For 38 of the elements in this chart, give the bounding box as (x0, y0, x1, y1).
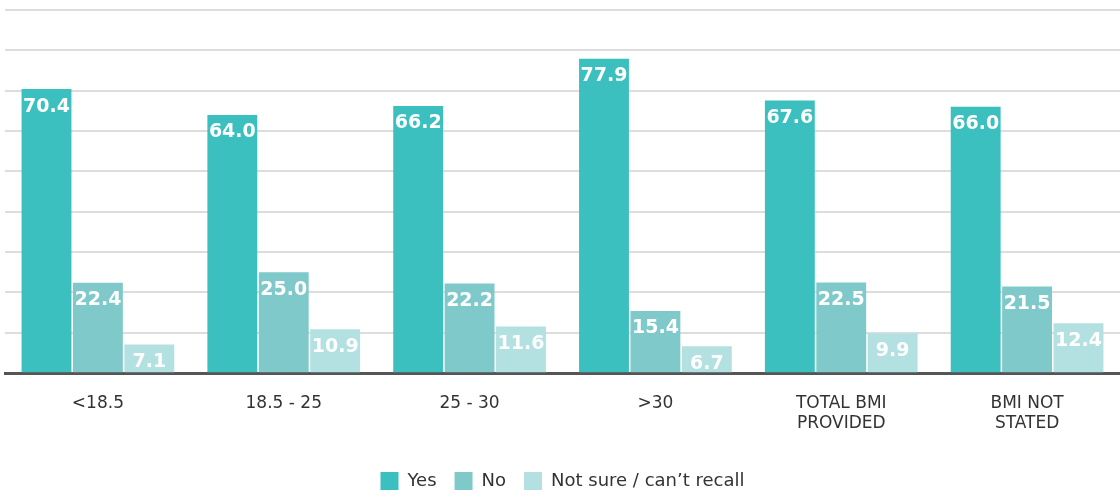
data-label: 77.9 (580, 63, 628, 86)
x-tick-label: >30 (637, 391, 674, 412)
bar (258, 272, 309, 373)
x-tick-label: TOTAL BMI PROVIDED (794, 391, 887, 433)
data-label: 22.5 (817, 286, 865, 309)
legend-label: No (481, 468, 507, 490)
data-label: 11.6 (497, 330, 545, 353)
bar (21, 89, 72, 373)
data-label: 22.4 (74, 287, 122, 310)
bar (393, 106, 444, 373)
bar (444, 283, 495, 373)
x-tick-label: 18.5 - 25 (245, 391, 322, 412)
data-label: 25.0 (260, 276, 308, 299)
data-label: 70.4 (23, 93, 70, 116)
bar (72, 282, 123, 373)
bar (207, 114, 258, 373)
x-tick-label: <18.5 (71, 391, 124, 412)
legend-label: Not sure / can’t recall (551, 468, 745, 490)
data-label: 6.7 (689, 350, 724, 373)
x-tick-label: 25 - 30 (439, 391, 500, 412)
data-label: 66.2 (394, 110, 442, 133)
bar (816, 282, 867, 373)
data-label: 22.2 (446, 288, 494, 311)
bar (579, 58, 629, 373)
data-label: 64.0 (208, 119, 256, 142)
data-label: 10.9 (311, 333, 359, 356)
data-label: 21.5 (1003, 290, 1051, 313)
x-tick-label: BMI NOT STATED (990, 391, 1065, 433)
data-label: 9.9 (875, 337, 910, 360)
data-label: 7.1 (132, 348, 167, 371)
bar (950, 106, 1001, 373)
legend-label: Yes (406, 468, 437, 490)
bar (764, 100, 815, 373)
data-label: 15.4 (631, 315, 679, 338)
data-label: 66.0 (952, 111, 1000, 134)
bar (1002, 286, 1053, 373)
data-label: 67.6 (766, 104, 814, 127)
data-label: 12.4 (1055, 327, 1102, 350)
